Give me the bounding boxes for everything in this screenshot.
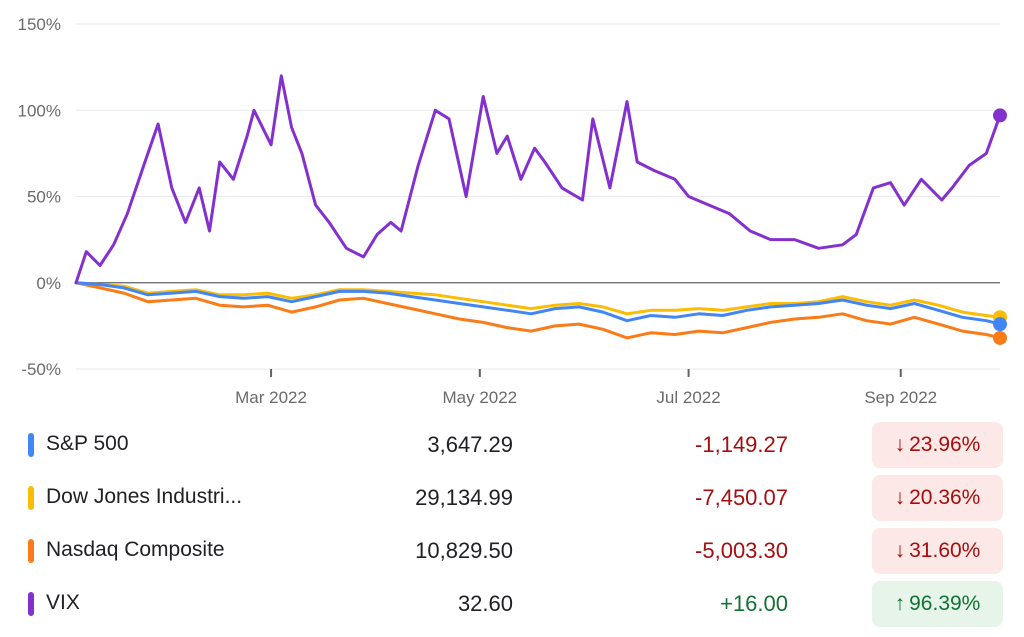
series-end-dot	[993, 108, 1007, 123]
y-tick-label: 100%	[18, 101, 61, 120]
index-change: -7,450.07	[695, 485, 788, 510]
percent-change-badge: ↑ 96.39%	[872, 581, 1003, 627]
index-name[interactable]: Nasdaq Composite	[46, 538, 225, 561]
index-price: 32.60	[457, 591, 513, 616]
x-tick-label: Jul 2022	[656, 388, 720, 407]
y-tick-label: 150%	[18, 15, 61, 34]
y-axis-ticks: 150% 100% 50% 0% -50%	[18, 15, 61, 379]
arrow-down-icon: ↓	[894, 486, 906, 509]
series-color-swatch	[28, 539, 34, 563]
percent-change-value: 96.39%	[909, 592, 981, 615]
percent-change-badge: ↓ 31.60%	[872, 528, 1003, 574]
table-row[interactable]: VIX 32.60 +16.00 ↑ 96.39%	[0, 577, 1024, 630]
index-price: 10,829.50	[415, 538, 513, 563]
arrow-up-icon: ↑	[894, 592, 906, 615]
series-lines	[74, 74, 1002, 340]
arrow-down-icon: ↓	[894, 433, 906, 456]
series-line-3	[74, 74, 1002, 285]
series-line-0	[74, 281, 1002, 326]
index-change: -1,149.27	[695, 432, 788, 457]
series-end-dot	[993, 317, 1007, 332]
series-line-2	[74, 281, 1002, 340]
gridlines	[76, 23, 1000, 370]
index-change: +16.00	[720, 591, 788, 616]
index-change: -5,003.30	[695, 538, 788, 563]
index-price: 3,647.29	[427, 432, 513, 457]
arrow-down-icon: ↓	[894, 539, 906, 562]
x-tick-label: Sep 2022	[864, 388, 937, 407]
table-row[interactable]: Nasdaq Composite 10,829.50 -5,003.30 ↓ 3…	[0, 524, 1024, 577]
index-price: 29,134.99	[415, 485, 513, 510]
percent-change-badge: ↓ 20.36%	[872, 475, 1003, 521]
index-name[interactable]: S&P 500	[46, 432, 129, 455]
series-color-swatch	[28, 433, 34, 457]
series-color-swatch	[28, 592, 34, 616]
percent-change-value: 31.60%	[909, 539, 981, 562]
series-end-markers	[993, 108, 1007, 345]
index-name[interactable]: Dow Jones Industri...	[46, 485, 243, 508]
x-axis-ticks: Mar 2022 May 2022 Jul 2022 Sep 2022	[235, 369, 937, 407]
table-row[interactable]: Dow Jones Industri... 29,134.99 -7,450.0…	[0, 471, 1024, 524]
index-table: S&P 500 3,647.29 -1,149.27 ↓ 23.96% Dow …	[0, 418, 1024, 630]
series-end-dot	[993, 330, 1007, 345]
x-tick-label: Mar 2022	[235, 388, 307, 407]
x-tick-label: May 2022	[442, 388, 517, 407]
y-tick-label: 0%	[36, 274, 61, 293]
y-tick-label: 50%	[27, 188, 61, 207]
percent-change-value: 20.36%	[909, 486, 981, 509]
index-name[interactable]: VIX	[46, 591, 80, 614]
percent-change-badge: ↓ 23.96%	[872, 422, 1003, 468]
series-color-swatch	[28, 486, 34, 510]
line-chart: 150% 100% 50% 0% -50% Mar 2022 May 2022 Jul 20…	[18, 15, 1007, 407]
y-tick-label: -50%	[21, 360, 61, 379]
series-line-1	[74, 281, 1002, 319]
percent-change-value: 23.96%	[909, 433, 981, 456]
table-row[interactable]: S&P 500 3,647.29 -1,149.27 ↓ 23.96%	[0, 418, 1024, 471]
